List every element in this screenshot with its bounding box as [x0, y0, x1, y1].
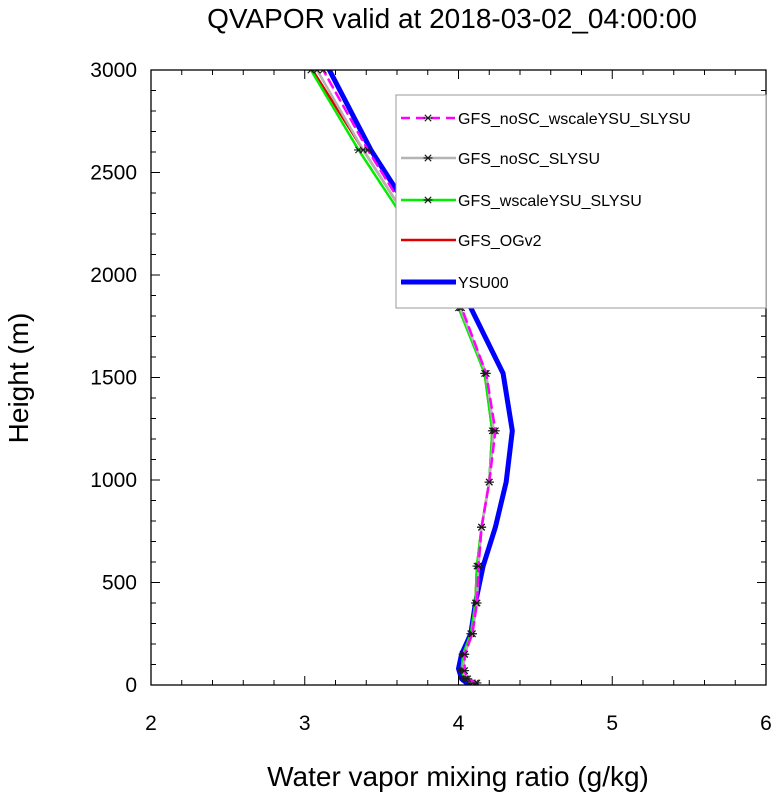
y-tick-label: 3000 — [90, 59, 137, 82]
x-tick-label: 4 — [453, 712, 465, 735]
x-tick-label: 3 — [299, 712, 311, 735]
legend-label-GFS_wscaleYSU_SLYSU: GFS_wscaleYSU_SLYSU — [458, 193, 642, 210]
y-axis-title: Height (m) — [3, 313, 34, 444]
data-point-GFS_noSC_wscaleYSU_SLYSU — [481, 369, 491, 377]
legend-marker-GFS_noSC_SLYSU — [423, 154, 433, 162]
data-point-GFS_noSC_wscaleYSU_SLYSU — [472, 679, 482, 685]
legend-label-YSU00: YSU00 — [458, 275, 509, 292]
y-tick-label: 0 — [125, 674, 137, 697]
data-point-GFS_wscaleYSU_SLYSU — [306, 70, 316, 74]
data-point-GFS_noSC_wscaleYSU_SLYSU — [460, 650, 470, 658]
data-point-GFS_noSC_SLYSU — [312, 70, 322, 74]
legend: GFS_noSC_wscaleYSU_SLYSU GFS_noSC_SLYSU GF… — [395, 94, 767, 309]
ticks-layer: 2 3 4 5 6 0 500 1000 1500 2000 2500 3000 — [90, 59, 772, 735]
y-tick-label: 2500 — [90, 162, 137, 185]
data-point-GFS_noSC_wscaleYSU_SLYSU — [477, 523, 487, 531]
x-tick-label: 2 — [145, 712, 157, 735]
data-point-GFS_noSC_wscaleYSU_SLYSU — [484, 478, 494, 486]
chart-title: QVAPOR valid at 2018-03-02_04:00:00 — [207, 3, 697, 34]
x-tick-label: 5 — [606, 712, 618, 735]
data-point-GFS_noSC_wscaleYSU_SLYSU — [318, 70, 328, 74]
legend-label-GFS_OGv2: GFS_OGv2 — [458, 233, 542, 250]
legend-label-GFS_noSC_SLYSU: GFS_noSC_SLYSU — [458, 151, 600, 168]
x-axis-title: Water vapor mixing ratio (g/kg) — [267, 761, 649, 792]
x-tick-label: 6 — [760, 712, 772, 735]
data-point-GFS_noSC_wscaleYSU_SLYSU — [363, 146, 373, 154]
legend-box — [395, 94, 767, 309]
data-point-GFS_noSC_wscaleYSU_SLYSU — [472, 599, 482, 607]
data-point-GFS_noSC_wscaleYSU_SLYSU — [467, 630, 477, 638]
y-tick-label: 500 — [102, 572, 137, 595]
data-point-GFS_noSC_wscaleYSU_SLYSU — [490, 427, 500, 435]
legend-label-GFS_noSC_wscaleYSU_SLYSU: GFS_noSC_wscaleYSU_SLYSU — [458, 111, 691, 128]
y-tick-label: 1500 — [90, 367, 137, 390]
legend-marker-GFS_noSC_wscaleYSU_SLYSU — [423, 114, 433, 122]
y-tick-label: 1000 — [90, 469, 137, 492]
data-point-GFS_noSC_wscaleYSU_SLYSU — [460, 667, 470, 675]
y-tick-label: 2000 — [90, 264, 137, 287]
legend-marker-GFS_wscaleYSU_SLYSU — [423, 196, 433, 204]
data-point-GFS_noSC_wscaleYSU_SLYSU — [473, 562, 483, 570]
data-point-GFS_noSC_wscaleYSU_SLYSU — [463, 675, 473, 683]
